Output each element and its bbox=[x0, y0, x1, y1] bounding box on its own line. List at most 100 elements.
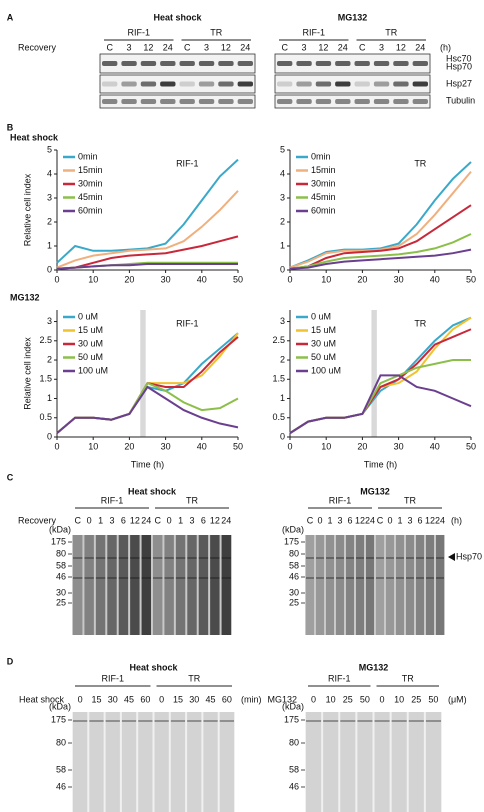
x-tick-label: 50 bbox=[233, 274, 243, 284]
gel-band bbox=[426, 557, 434, 559]
blot bbox=[99, 53, 256, 74]
band bbox=[393, 61, 409, 66]
y-tick-label: 0 bbox=[47, 431, 52, 441]
band bbox=[373, 81, 390, 87]
band bbox=[237, 99, 253, 104]
legend-label: 50 uM bbox=[78, 352, 103, 362]
unit: (μM) bbox=[448, 694, 467, 704]
x-tick-label: 40 bbox=[197, 441, 207, 451]
mw-marker: 58 bbox=[289, 560, 299, 570]
gel-lane bbox=[73, 535, 83, 635]
gel-lane bbox=[175, 535, 186, 635]
series-line bbox=[56, 381, 239, 434]
gel-band bbox=[346, 577, 354, 579]
x-tick-label: 30 bbox=[161, 274, 171, 284]
lane-label: 24 bbox=[365, 515, 375, 525]
gel-lane bbox=[425, 712, 441, 812]
mw-marker: 175 bbox=[51, 536, 66, 546]
lane-label: 25 bbox=[343, 694, 353, 704]
y-tick-label: 3 bbox=[47, 192, 52, 202]
x-tick-label: 0 bbox=[54, 274, 59, 284]
lane-label: 6 bbox=[201, 515, 206, 525]
gel-lane bbox=[306, 535, 314, 635]
x-tick-label: 40 bbox=[197, 274, 207, 284]
lane-label: 1 bbox=[397, 515, 402, 525]
band bbox=[412, 61, 428, 66]
gel-lane bbox=[153, 535, 163, 635]
gel-lane bbox=[198, 535, 209, 635]
lane-label: 45 bbox=[206, 694, 216, 704]
lane-label: 30 bbox=[108, 694, 118, 704]
gel-band bbox=[187, 577, 197, 579]
gel-band bbox=[175, 577, 186, 579]
lane-label: 3 bbox=[204, 42, 209, 52]
gel-lane bbox=[416, 535, 424, 635]
series-line bbox=[56, 235, 239, 270]
gel-lane bbox=[141, 535, 151, 635]
gel-band bbox=[170, 720, 186, 722]
band bbox=[198, 81, 215, 87]
mw-marker: 80 bbox=[56, 548, 66, 558]
band bbox=[198, 99, 215, 104]
band bbox=[102, 81, 118, 87]
gel-band bbox=[336, 557, 344, 559]
gel-lane bbox=[107, 535, 117, 635]
cell-line: RIF-1 bbox=[329, 495, 352, 505]
lane-label: 24 bbox=[163, 42, 173, 52]
legend-label: 0min bbox=[78, 151, 98, 161]
band bbox=[218, 99, 234, 104]
cell-line: RIF-1 bbox=[102, 673, 125, 683]
y-tick-label: 2 bbox=[280, 354, 285, 364]
series-line bbox=[289, 248, 472, 270]
lane-label: 30 bbox=[189, 694, 199, 704]
gel-lane bbox=[323, 712, 339, 812]
x-axis-label: Time (h) bbox=[364, 459, 397, 469]
gel-band bbox=[187, 557, 197, 559]
gel-band bbox=[346, 557, 354, 559]
gel-band bbox=[408, 720, 424, 722]
series-line bbox=[289, 233, 472, 270]
cell-line: TR bbox=[186, 495, 198, 505]
legend-label: 30 uM bbox=[78, 338, 103, 348]
gel-lane bbox=[210, 535, 220, 635]
gel-lane bbox=[408, 712, 424, 812]
y-tick-label: 1.5 bbox=[272, 374, 285, 384]
group-title: Heat shock bbox=[128, 486, 177, 496]
band bbox=[179, 81, 195, 87]
gel-band bbox=[130, 557, 140, 559]
legend-label: 15 uM bbox=[311, 325, 336, 335]
gel-lane bbox=[121, 712, 137, 812]
mw-marker: 175 bbox=[51, 714, 66, 724]
gel-band bbox=[73, 577, 83, 579]
band bbox=[373, 99, 390, 104]
lane-label: 0 bbox=[87, 515, 92, 525]
gel-band bbox=[386, 557, 394, 559]
gel-lane bbox=[138, 712, 153, 812]
y-tick-label: 1 bbox=[280, 393, 285, 403]
gel-band bbox=[198, 557, 209, 559]
x-tick-label: 20 bbox=[124, 274, 134, 284]
y-tick-label: 0.5 bbox=[272, 412, 285, 422]
blot bbox=[274, 94, 431, 109]
annotation: RIF-1 bbox=[176, 318, 199, 328]
gel-band bbox=[89, 720, 104, 722]
lane-label: 6 bbox=[417, 515, 422, 525]
mw-marker: 80 bbox=[289, 737, 299, 747]
band bbox=[354, 99, 370, 104]
panel-label: D bbox=[7, 656, 14, 666]
gel-band bbox=[356, 557, 364, 559]
band bbox=[412, 81, 428, 87]
mw-marker: 175 bbox=[284, 536, 299, 546]
cell-line: TR bbox=[404, 495, 416, 505]
gel-band bbox=[164, 577, 174, 579]
gel-band bbox=[84, 577, 94, 579]
series-line bbox=[56, 190, 239, 269]
gel-band bbox=[425, 720, 441, 722]
gel-band bbox=[203, 720, 218, 722]
row-label: Heat shock bbox=[19, 694, 65, 704]
lane-label: 12 bbox=[318, 42, 328, 52]
arrow-label: Hsp70 bbox=[456, 551, 482, 561]
legend-label: 30 uM bbox=[311, 338, 336, 348]
y-tick-label: 0 bbox=[47, 264, 52, 274]
